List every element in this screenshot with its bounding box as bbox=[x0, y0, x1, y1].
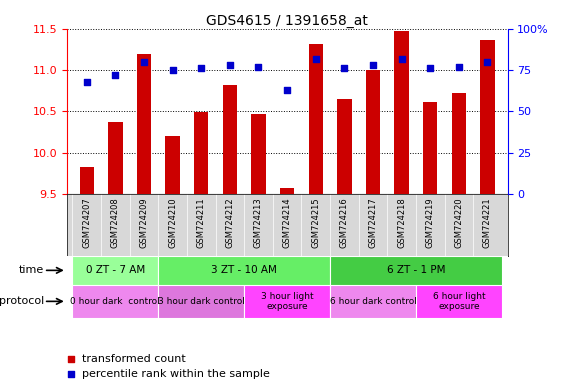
Point bbox=[426, 65, 435, 71]
Bar bbox=[251, 114, 266, 194]
Text: GSM724207: GSM724207 bbox=[82, 197, 91, 248]
Text: time: time bbox=[19, 265, 44, 275]
Text: GSM724218: GSM724218 bbox=[397, 197, 406, 248]
Bar bbox=[309, 44, 323, 194]
Text: 6 ZT - 1 PM: 6 ZT - 1 PM bbox=[387, 265, 445, 275]
Point bbox=[254, 64, 263, 70]
Text: GSM724215: GSM724215 bbox=[311, 197, 320, 248]
Point bbox=[454, 64, 463, 70]
Bar bbox=[108, 122, 122, 194]
Text: GSM724219: GSM724219 bbox=[426, 197, 435, 248]
Text: GSM724216: GSM724216 bbox=[340, 197, 349, 248]
Text: percentile rank within the sample: percentile rank within the sample bbox=[82, 369, 270, 379]
Bar bbox=[158, 256, 330, 285]
Bar bbox=[194, 112, 208, 194]
Text: GSM724214: GSM724214 bbox=[282, 197, 292, 248]
Bar bbox=[366, 70, 380, 194]
Text: 6 hour light
exposure: 6 hour light exposure bbox=[433, 292, 485, 311]
Point bbox=[225, 62, 234, 68]
Text: protocol: protocol bbox=[0, 296, 44, 306]
Point bbox=[311, 56, 320, 62]
Bar bbox=[330, 256, 502, 285]
Point bbox=[282, 87, 292, 93]
Text: 0 hour dark  control: 0 hour dark control bbox=[71, 297, 160, 306]
Point bbox=[322, 169, 332, 175]
Point bbox=[82, 79, 92, 85]
Bar bbox=[280, 189, 294, 194]
Text: GSM724210: GSM724210 bbox=[168, 197, 177, 248]
Point bbox=[111, 72, 120, 78]
Text: GSM724213: GSM724213 bbox=[254, 197, 263, 248]
Text: GSM724212: GSM724212 bbox=[226, 197, 234, 248]
Bar bbox=[244, 285, 330, 318]
Point bbox=[168, 67, 177, 73]
Bar bbox=[72, 285, 158, 318]
Text: GSM724220: GSM724220 bbox=[454, 197, 463, 248]
Title: GDS4615 / 1391658_at: GDS4615 / 1391658_at bbox=[206, 14, 368, 28]
Bar bbox=[330, 285, 416, 318]
Text: 3 hour light
exposure: 3 hour light exposure bbox=[261, 292, 313, 311]
Point bbox=[340, 65, 349, 71]
Bar bbox=[416, 285, 502, 318]
Text: GSM724221: GSM724221 bbox=[483, 197, 492, 248]
Bar bbox=[423, 101, 437, 194]
Bar bbox=[137, 54, 151, 194]
Text: 3 hour dark control: 3 hour dark control bbox=[158, 297, 245, 306]
Bar bbox=[480, 40, 495, 194]
Point bbox=[397, 56, 406, 62]
Point bbox=[197, 65, 206, 71]
Text: transformed count: transformed count bbox=[82, 354, 186, 364]
Bar bbox=[79, 167, 94, 194]
Text: 6 hour dark control: 6 hour dark control bbox=[329, 297, 416, 306]
Text: GSM724209: GSM724209 bbox=[139, 197, 148, 248]
Bar bbox=[165, 136, 180, 194]
Bar bbox=[158, 285, 244, 318]
Text: GSM724211: GSM724211 bbox=[197, 197, 206, 248]
Point bbox=[139, 59, 148, 65]
Text: GSM724208: GSM724208 bbox=[111, 197, 120, 248]
Bar bbox=[394, 31, 409, 194]
Bar bbox=[72, 256, 158, 285]
Bar bbox=[337, 99, 351, 194]
Point bbox=[368, 62, 378, 68]
Bar bbox=[452, 93, 466, 194]
Point bbox=[483, 59, 492, 65]
Bar bbox=[223, 85, 237, 194]
Text: GSM724217: GSM724217 bbox=[368, 197, 378, 248]
Text: 3 ZT - 10 AM: 3 ZT - 10 AM bbox=[211, 265, 277, 275]
Point bbox=[322, 311, 332, 317]
Text: 0 ZT - 7 AM: 0 ZT - 7 AM bbox=[86, 265, 145, 275]
